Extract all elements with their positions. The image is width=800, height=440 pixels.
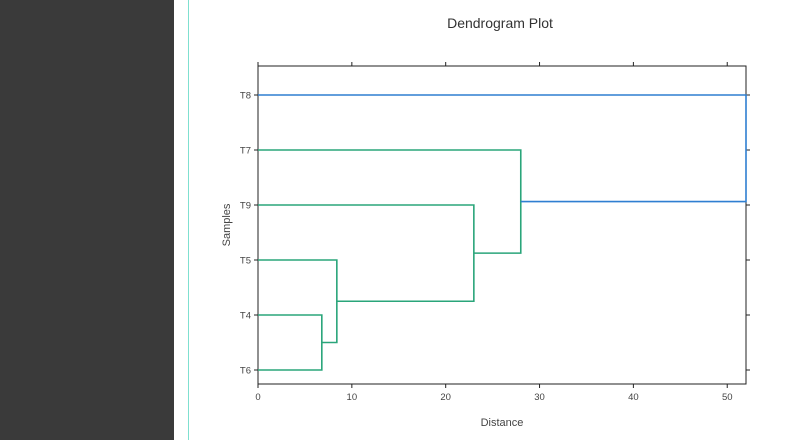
leaf-label: T5	[240, 256, 251, 267]
chart-title: Dendrogram Plot	[447, 15, 553, 31]
x-tick-label: 0	[255, 392, 260, 403]
leaf-label: T6	[240, 366, 251, 377]
leaf-label: T7	[240, 146, 251, 157]
sidebar-gutter	[174, 0, 188, 440]
leaf-label: T8	[240, 91, 251, 102]
dendrogram-link	[258, 259, 338, 344]
x-tick-label: 20	[440, 392, 451, 403]
divider-line	[188, 0, 189, 440]
x-tick-label: 50	[722, 392, 733, 403]
dendrogram-plot: Dendrogram Plot 0 10 20 30 40 50 T8 T7 T9 T5 T4 T6…	[221, 15, 750, 429]
plot-frame	[257, 65, 747, 385]
y-axis-title: Samples	[221, 203, 233, 246]
x-axis-title: Distance	[481, 417, 524, 429]
leaf-label: T9	[240, 201, 251, 212]
dendrogram-link	[258, 204, 475, 303]
left-sidebar-panel	[0, 0, 174, 440]
x-tick-label: 10	[347, 392, 358, 403]
leaf-label: T4	[240, 311, 251, 322]
dendrogram-link	[258, 314, 323, 371]
chart-area: Dendrogram Plot 0 10 20 30 40 50 T8 T7 T9 T5 T4 T6…	[190, 0, 800, 440]
dendrogram-link	[258, 94, 747, 203]
x-tick-label: 40	[628, 392, 639, 403]
x-tick-label: 30	[534, 392, 545, 403]
dendrogram-link	[258, 149, 522, 254]
